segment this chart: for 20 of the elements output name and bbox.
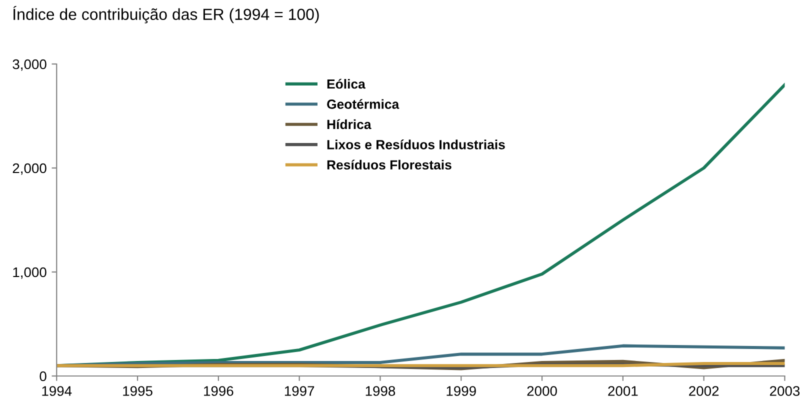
legend-label: Eólica <box>327 78 366 89</box>
x-tick-label: 1998 <box>366 386 396 396</box>
y-tick-label: 3,000 <box>12 59 46 71</box>
legend-label: Hídrica <box>327 119 372 130</box>
x-tick-label: 1997 <box>284 386 314 396</box>
legend-label: Geotérmica <box>327 99 400 109</box>
x-tick-label: 1996 <box>204 386 234 396</box>
legend-label: Resíduos Florestais <box>327 160 452 170</box>
chart-title: Índice de contribuição das ER (1994 = 100) <box>13 6 319 24</box>
x-tick-label: 1994 <box>42 386 72 396</box>
legend-label: Lixos e Resíduos Industriais <box>327 140 505 150</box>
x-tick-label: 1999 <box>446 386 476 396</box>
y-tick-label: 0 <box>40 371 46 382</box>
x-tick-label: 2002 <box>689 386 719 396</box>
x-tick-label: 2000 <box>527 386 557 396</box>
x-tick-label: 1995 <box>123 386 152 396</box>
x-tick-label: 2001 <box>608 386 638 396</box>
x-tick-label: 2003 <box>770 386 800 396</box>
y-tick-label: 1,000 <box>13 267 46 279</box>
y-tick-label: 2,000 <box>12 163 46 175</box>
